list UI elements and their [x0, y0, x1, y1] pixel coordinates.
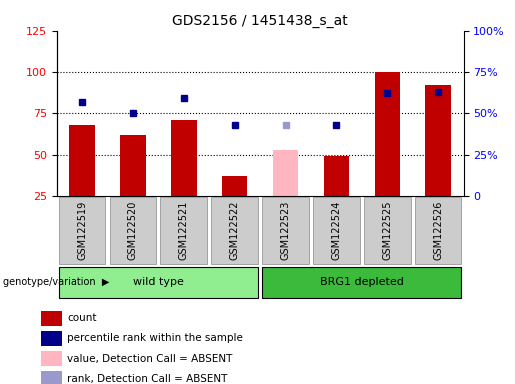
- Text: GSM122523: GSM122523: [281, 201, 290, 260]
- Bar: [425, 85, 451, 196]
- FancyBboxPatch shape: [160, 197, 207, 263]
- Bar: [120, 135, 146, 196]
- Bar: [222, 176, 247, 196]
- FancyBboxPatch shape: [364, 197, 410, 263]
- Text: BRG1 depleted: BRG1 depleted: [320, 277, 404, 287]
- FancyBboxPatch shape: [59, 197, 106, 263]
- FancyBboxPatch shape: [59, 266, 258, 298]
- Bar: [41, 331, 62, 346]
- Text: GSM122520: GSM122520: [128, 201, 138, 260]
- Text: value, Detection Call = ABSENT: value, Detection Call = ABSENT: [67, 354, 232, 364]
- Text: GSM122519: GSM122519: [77, 201, 87, 260]
- Bar: [41, 371, 62, 384]
- Text: percentile rank within the sample: percentile rank within the sample: [67, 333, 243, 343]
- Bar: [323, 156, 349, 196]
- Text: GSM122524: GSM122524: [331, 201, 341, 260]
- FancyBboxPatch shape: [313, 197, 360, 263]
- Text: rank, Detection Call = ABSENT: rank, Detection Call = ABSENT: [67, 374, 227, 384]
- Bar: [273, 150, 298, 196]
- Text: GSM122522: GSM122522: [230, 201, 239, 260]
- FancyBboxPatch shape: [262, 197, 309, 263]
- Text: GSM122525: GSM122525: [382, 201, 392, 260]
- Text: wild type: wild type: [133, 277, 184, 287]
- FancyBboxPatch shape: [262, 266, 461, 298]
- FancyBboxPatch shape: [211, 197, 258, 263]
- Title: GDS2156 / 1451438_s_at: GDS2156 / 1451438_s_at: [172, 14, 348, 28]
- Bar: [41, 351, 62, 366]
- FancyBboxPatch shape: [110, 197, 157, 263]
- FancyBboxPatch shape: [415, 197, 461, 263]
- Text: count: count: [67, 313, 96, 323]
- Bar: [70, 125, 95, 196]
- Bar: [374, 72, 400, 196]
- Text: GSM122521: GSM122521: [179, 201, 189, 260]
- Text: genotype/variation  ▶: genotype/variation ▶: [3, 277, 109, 287]
- Bar: [171, 120, 197, 196]
- Bar: [41, 311, 62, 326]
- Text: GSM122526: GSM122526: [433, 201, 443, 260]
